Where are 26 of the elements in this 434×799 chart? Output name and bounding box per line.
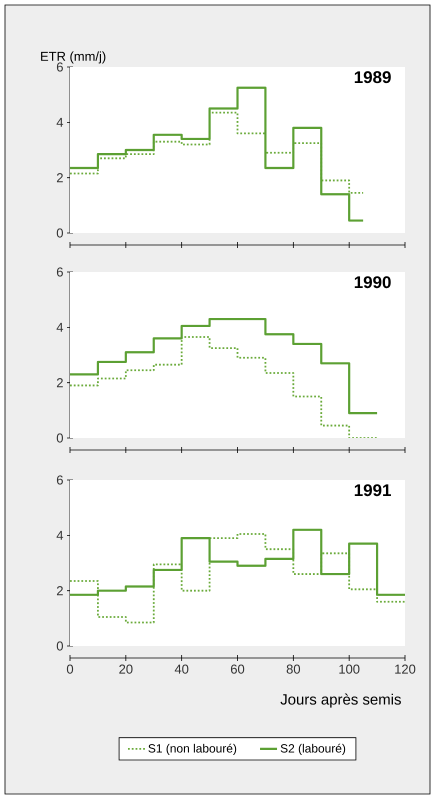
x-tick-label: 100	[339, 664, 360, 674]
y-tick-label: 2	[56, 173, 63, 182]
y-tick-label: 2	[56, 378, 63, 388]
y-tick-label: 0	[56, 433, 63, 443]
x-axis-title: Jours après semis	[280, 694, 401, 708]
chart-title: 1990	[354, 276, 391, 288]
legend-label: S2 (labouré)	[280, 744, 346, 755]
y-tick-label: 6	[56, 475, 63, 485]
chart-title: 1991	[354, 484, 391, 496]
x-tick-label: 120	[395, 664, 416, 674]
x-tick-label: 0	[66, 664, 74, 674]
x-tick-label: 60	[230, 664, 244, 674]
y-tick-label: 2	[56, 586, 63, 596]
y-tick-label: 0	[56, 641, 63, 651]
y-tick-label: 4	[56, 118, 64, 127]
legend-label: S1 (non labouré)	[148, 744, 236, 755]
y-tick-label: 6	[56, 267, 63, 277]
y-tick-label: 6	[56, 62, 63, 72]
chart-title: 1989	[354, 71, 391, 84]
x-tick-label: 40	[174, 664, 188, 674]
x-tick-label: 20	[119, 664, 133, 674]
y-axis-title: ETR (mm/j)	[41, 51, 106, 64]
y-tick-label: 0	[56, 228, 63, 238]
x-tick-label: 80	[286, 664, 300, 674]
y-tick-label: 4	[56, 322, 64, 332]
y-tick-label: 4	[56, 530, 64, 540]
